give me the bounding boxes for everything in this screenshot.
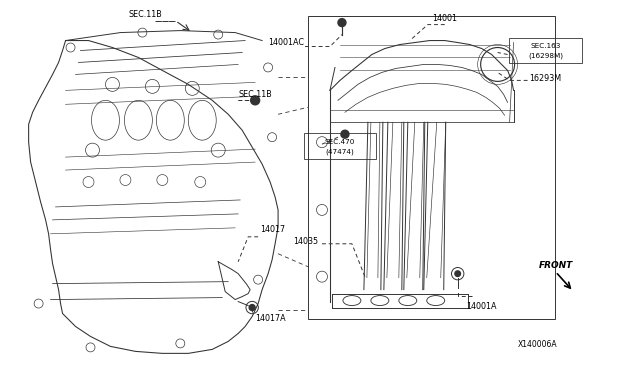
Text: 14017: 14017 bbox=[260, 225, 285, 234]
Text: X140006A: X140006A bbox=[518, 340, 557, 349]
Text: 14001: 14001 bbox=[432, 14, 457, 23]
Text: 14001AC: 14001AC bbox=[268, 38, 304, 47]
Text: 14001A: 14001A bbox=[466, 302, 496, 311]
Circle shape bbox=[249, 305, 255, 311]
Bar bbox=[308, 16, 556, 320]
Circle shape bbox=[455, 271, 461, 276]
Text: SEC.11B: SEC.11B bbox=[129, 10, 163, 19]
Text: FRONT: FRONT bbox=[538, 261, 573, 270]
Circle shape bbox=[341, 130, 349, 138]
Text: 16293M: 16293M bbox=[529, 74, 562, 83]
Circle shape bbox=[338, 19, 346, 26]
Text: (47474): (47474) bbox=[326, 148, 355, 155]
Text: SEC.163: SEC.163 bbox=[531, 43, 561, 49]
Text: 14035: 14035 bbox=[293, 237, 318, 246]
Circle shape bbox=[251, 96, 260, 105]
Text: SEC.11B: SEC.11B bbox=[238, 90, 272, 99]
Text: 14017A: 14017A bbox=[255, 314, 286, 323]
Text: SEC.470: SEC.470 bbox=[324, 139, 355, 145]
Text: (16298M): (16298M) bbox=[528, 52, 563, 59]
